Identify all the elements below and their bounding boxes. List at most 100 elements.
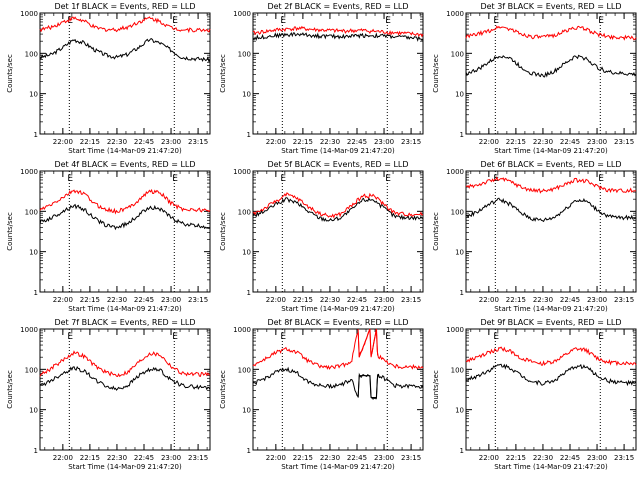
y-tick-label: 10 [242,407,251,415]
y-tick-label: 1 [247,131,251,139]
y-tick-label: 10 [29,91,38,99]
chart-panel-7: Det 7f BLACK = Events, RED = LLD 1 10 100 10… [6,318,211,471]
x-tick-label: 22:45 [347,296,367,304]
y-axis-label: Counts/sec [219,54,227,93]
y-tick-label: 1 [34,131,38,139]
y-axis-label: Counts/sec [219,212,227,251]
y-tick-label: 1 [460,289,464,297]
saa-marker-label: E [67,174,73,184]
x-tick-label: 22:45 [560,454,580,462]
x-tick-label: 23:00 [161,138,181,146]
x-axis-label: Start Time (14-Mar-09 21:47:20) [494,463,608,471]
saa-marker-label: E [493,332,499,342]
chart-title: Det 2f BLACK = Events, RED = LLD [267,2,408,11]
chart-panel-5: Det 5f BLACK = Events, RED = LLD 1 10 100 10… [219,160,424,313]
x-tick-label: 23:00 [374,138,394,146]
y-tick-label: 10 [455,407,464,415]
x-tick-label: 22:30 [320,296,340,304]
x-tick-label: 22:30 [533,296,553,304]
x-tick-label: 23:15 [401,454,421,462]
saa-marker-label: E [598,174,604,184]
x-tick-label: 22:30 [320,454,340,462]
chart-title: Det 5f BLACK = Events, RED = LLD [267,160,408,169]
x-tick-label: 22:30 [107,454,127,462]
x-tick-label: 22:30 [320,138,340,146]
plot-frame [39,12,211,135]
x-axis-label: Start Time (14-Mar-09 21:47:20) [281,305,395,313]
x-tick-label: 22:00 [479,454,499,462]
x-tick-label: 22:30 [107,138,127,146]
saa-marker-label: E [385,174,391,184]
chart-panel-9: Det 9f BLACK = Events, RED = LLD 1 10 100 10… [432,318,637,471]
x-tick-label: 22:15 [506,138,526,146]
series-events-line [465,363,637,387]
x-axis-label: Start Time (14-Mar-09 21:47:20) [68,463,182,471]
x-tick-label: 23:00 [374,454,394,462]
series-lld-line [39,188,211,215]
x-tick-label: 22:00 [479,296,499,304]
series-lld-line [39,350,211,378]
x-tick-label: 22:45 [134,296,154,304]
y-tick-label: 1000 [446,168,464,176]
saa-marker-label: E [598,332,604,342]
y-axis-label: Counts/sec [432,54,440,93]
y-tick-label: 1000 [20,168,38,176]
x-tick-label: 22:45 [347,454,367,462]
y-tick-label: 1000 [20,326,38,334]
y-tick-label: 1 [460,131,464,139]
y-tick-label: 100 [451,366,464,374]
x-tick-label: 23:15 [614,296,634,304]
x-axis-label: Start Time (14-Mar-09 21:47:20) [494,305,608,313]
x-tick-label: 23:00 [161,454,181,462]
x-tick-label: 23:00 [587,138,607,146]
x-tick-label: 22:15 [80,296,100,304]
series-lld-line [252,25,424,38]
x-tick-label: 22:15 [506,296,526,304]
series-lld-line [39,16,211,34]
chart-title: Det 6f BLACK = Events, RED = LLD [480,160,621,169]
x-tick-label: 22:00 [266,138,286,146]
plot-frame [39,170,211,293]
series-lld-spike [357,328,379,358]
y-axis-label: Counts/sec [219,370,227,409]
x-axis-label: Start Time (14-Mar-09 21:47:20) [68,147,182,155]
y-tick-label: 1000 [20,10,38,18]
x-axis-label: Start Time (14-Mar-09 21:47:20) [281,463,395,471]
series-events-line [465,197,637,223]
saa-marker-label: E [67,16,73,26]
chart-title: Det 1f BLACK = Events, RED = LLD [54,2,195,11]
chart-panel-1: Det 1f BLACK = Events, RED = LLD 1 10 100 10… [6,2,211,155]
y-tick-label: 1 [247,289,251,297]
x-tick-label: 22:00 [53,296,73,304]
x-tick-label: 22:15 [293,138,313,146]
y-axis-label: Counts/sec [432,370,440,409]
series-events-line [252,197,424,222]
series-lld-line [465,25,637,41]
x-tick-label: 23:15 [188,296,208,304]
x-tick-label: 22:45 [560,138,580,146]
x-axis-label: Start Time (14-Mar-09 21:47:20) [281,147,395,155]
chart-title: Det 9f BLACK = Events, RED = LLD [480,318,621,327]
x-tick-label: 22:15 [293,296,313,304]
y-tick-label: 1000 [446,10,464,18]
chart-panel-8: Det 8f BLACK = Events, RED = LLD 1 10 100 10… [219,318,424,471]
saa-marker-label: E [172,332,178,342]
y-tick-label: 1 [34,289,38,297]
y-tick-label: 100 [238,50,251,58]
y-tick-label: 10 [29,407,38,415]
x-tick-label: 22:30 [107,296,127,304]
series-lld-line [465,346,637,367]
series-lld-line [252,328,424,370]
plot-frame [252,170,424,293]
x-tick-label: 22:45 [560,296,580,304]
saa-marker-label: E [280,16,286,26]
y-tick-label: 100 [25,366,38,374]
x-axis-label: Start Time (14-Mar-09 21:47:20) [68,305,182,313]
series-lld-line [252,192,424,219]
plot-frame [465,328,637,451]
series-events-spike [357,374,379,398]
chart-panel-4: Det 4f BLACK = Events, RED = LLD 1 10 100 10… [6,160,211,313]
plot-frame [252,328,424,451]
series-events-line [39,38,211,63]
x-tick-label: 23:15 [188,138,208,146]
